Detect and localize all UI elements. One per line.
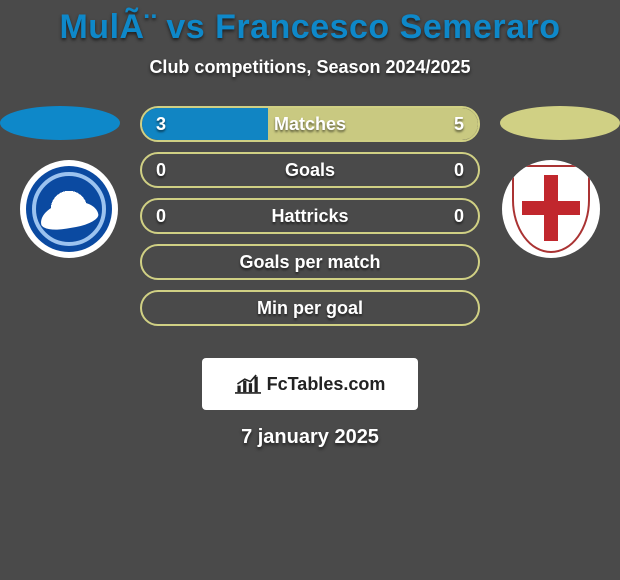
metric-value-right: 0 bbox=[454, 160, 464, 181]
metric-value-left: 0 bbox=[156, 206, 166, 227]
metric-value-left: 3 bbox=[156, 114, 166, 135]
player-right-ellipse bbox=[500, 106, 620, 140]
metric-label: Goals per match bbox=[239, 252, 380, 273]
metric-row-goals-per-match: Goals per match bbox=[140, 244, 480, 280]
metric-value-left: 0 bbox=[156, 160, 166, 181]
metric-label: Hattricks bbox=[271, 206, 348, 227]
comparison-card: MulÃ¨ vs Francesco Semeraro Club competi… bbox=[0, 0, 620, 580]
comparison-arena: 3 5 Matches 0 0 Goals 0 0 Hattricks Goals per mat… bbox=[0, 106, 620, 356]
metric-row-goals: 0 0 Goals bbox=[140, 152, 480, 188]
metric-label: Goals bbox=[285, 160, 335, 181]
player-left-crest bbox=[20, 160, 118, 258]
metric-value-right: 0 bbox=[454, 206, 464, 227]
player-left-ellipse bbox=[0, 106, 120, 140]
attribution-text: FcTables.com bbox=[267, 374, 386, 395]
metric-label: Matches bbox=[274, 114, 346, 135]
metric-value-right: 5 bbox=[454, 114, 464, 135]
metric-row-matches: 3 5 Matches bbox=[140, 106, 480, 142]
metric-row-hattricks: 0 0 Hattricks bbox=[140, 198, 480, 234]
metric-label: Min per goal bbox=[257, 298, 363, 319]
date-label: 7 january 2025 bbox=[0, 426, 620, 449]
rimini-crest-icon bbox=[512, 165, 590, 253]
player-right-crest bbox=[502, 160, 600, 258]
page-title: MulÃ¨ vs Francesco Semeraro bbox=[0, 0, 620, 47]
pescara-crest-icon bbox=[26, 166, 112, 252]
barchart-icon bbox=[235, 373, 261, 395]
subtitle: Club competitions, Season 2024/2025 bbox=[0, 57, 620, 78]
metric-rows: 3 5 Matches 0 0 Goals 0 0 Hattricks Goals per mat… bbox=[140, 106, 480, 336]
metric-row-min-per-goal: Min per goal bbox=[140, 290, 480, 326]
attribution-badge: FcTables.com bbox=[202, 358, 418, 410]
